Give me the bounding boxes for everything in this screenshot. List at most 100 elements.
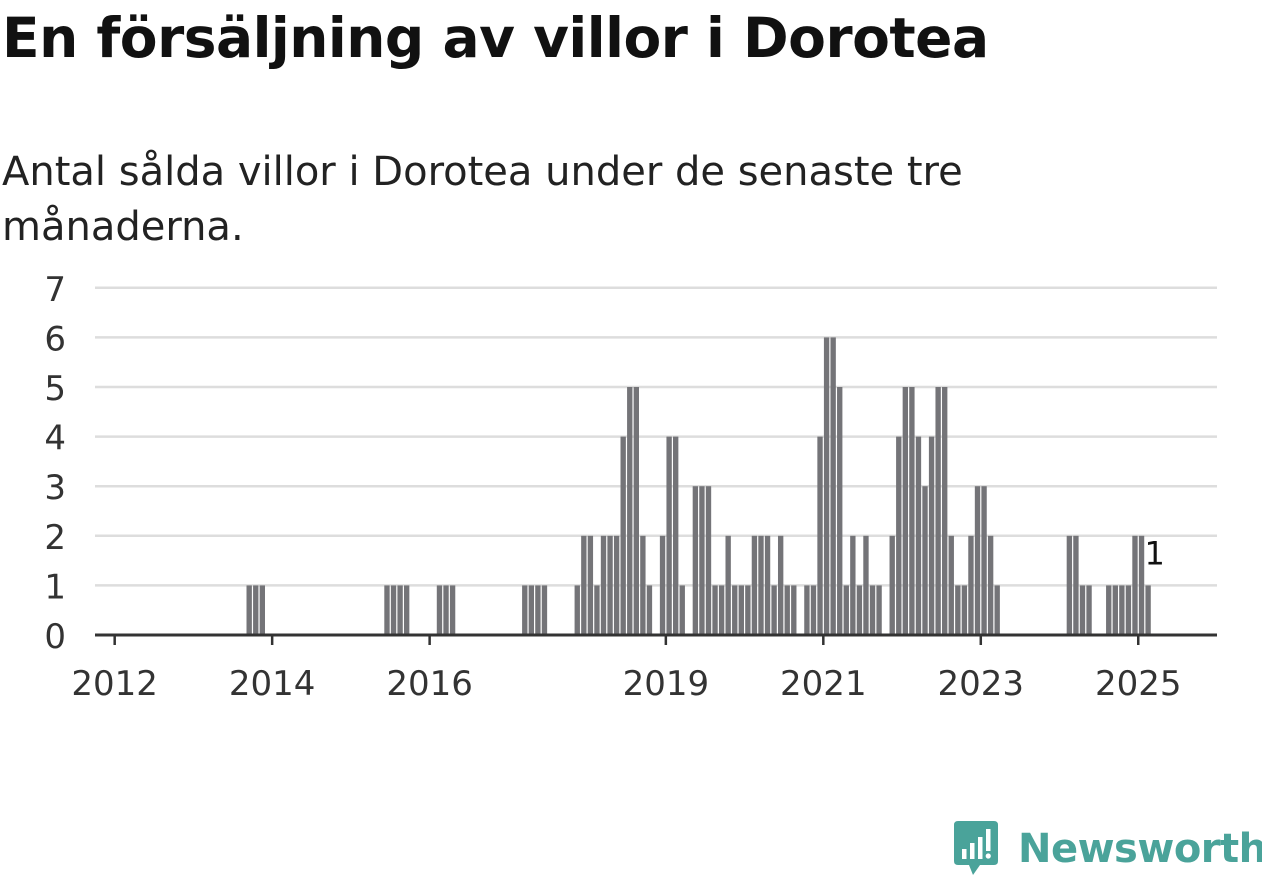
bar xyxy=(666,436,672,635)
bar xyxy=(1138,535,1145,635)
x-tick-label: 2016 xyxy=(386,664,473,704)
bar-chart: 0 1 2 3 4 5 6 7 1 2012 2014 2016 2019 2021 2023 2025 xyxy=(44,270,1217,704)
bar xyxy=(955,585,961,635)
bar xyxy=(607,535,613,635)
bar xyxy=(581,535,587,635)
bar xyxy=(627,387,633,635)
bar xyxy=(384,585,390,635)
bar xyxy=(259,585,265,635)
bar xyxy=(718,585,725,635)
bar xyxy=(863,535,869,635)
x-tick-label: 2014 xyxy=(229,664,316,704)
bar xyxy=(659,535,666,635)
bar xyxy=(390,585,397,635)
bar xyxy=(587,535,594,635)
bar xyxy=(902,387,909,635)
bar xyxy=(909,387,915,635)
bar xyxy=(987,535,994,635)
bar xyxy=(246,585,252,635)
y-tick-label: 2 xyxy=(44,518,66,558)
y-tick-label: 6 xyxy=(44,319,66,359)
bar xyxy=(712,585,718,635)
bar xyxy=(633,387,639,635)
newsworthy-brand[interactable]: Newsworthy xyxy=(950,818,1262,880)
bar xyxy=(1145,585,1151,635)
bar xyxy=(253,585,259,635)
x-tick-label: 2021 xyxy=(780,664,867,704)
bar xyxy=(876,585,882,635)
bar xyxy=(640,535,646,635)
bar xyxy=(764,535,771,635)
bar xyxy=(679,585,685,635)
bar xyxy=(535,585,541,635)
bar xyxy=(823,337,830,635)
bar xyxy=(1112,585,1118,635)
bar xyxy=(1079,585,1086,635)
y-tick-label: 4 xyxy=(44,419,66,459)
bar xyxy=(600,535,607,635)
bar xyxy=(1073,535,1079,635)
bar xyxy=(699,486,705,635)
bar xyxy=(856,585,863,635)
bar xyxy=(692,486,699,635)
bar xyxy=(397,585,403,635)
bar xyxy=(948,535,954,635)
highlight-value-label: 1 xyxy=(1144,534,1164,572)
bar xyxy=(673,436,679,635)
bar xyxy=(758,535,764,635)
y-tick-label: 5 xyxy=(44,369,66,409)
bar xyxy=(784,585,790,635)
bar xyxy=(646,585,653,635)
bar xyxy=(738,585,744,635)
bar xyxy=(850,535,856,635)
bar xyxy=(705,486,712,635)
bar xyxy=(436,585,443,635)
bar xyxy=(928,436,935,635)
bar xyxy=(981,486,987,635)
y-tick-label: 1 xyxy=(44,567,66,607)
bar xyxy=(732,585,738,635)
y-tick-label: 7 xyxy=(44,270,66,310)
bar xyxy=(1132,535,1138,635)
bar xyxy=(751,535,758,635)
bar xyxy=(745,585,751,635)
bar xyxy=(613,535,620,635)
bar xyxy=(968,535,974,635)
bar xyxy=(541,585,548,635)
y-tick-label: 0 xyxy=(44,617,66,657)
bar xyxy=(804,585,810,635)
bar xyxy=(1125,585,1132,635)
bar xyxy=(777,535,784,635)
bar xyxy=(771,585,777,635)
brand-name: Newsworthy xyxy=(1018,826,1262,872)
bar xyxy=(961,585,968,635)
bar xyxy=(922,486,928,635)
bar xyxy=(994,585,1000,635)
bar xyxy=(443,585,449,635)
y-tick-label: 3 xyxy=(44,468,66,508)
bar xyxy=(830,337,836,635)
bar xyxy=(843,585,849,635)
bar xyxy=(528,585,535,635)
bar xyxy=(574,585,580,635)
bar xyxy=(725,535,731,635)
bar xyxy=(942,387,948,635)
bar xyxy=(1119,585,1125,635)
bar xyxy=(594,585,600,635)
bar xyxy=(935,387,941,635)
chart-subtitle: Antal sålda villor i Dorotea under de se… xyxy=(2,149,963,250)
bar xyxy=(817,436,823,635)
bar xyxy=(449,585,456,635)
newsworthy-logo-icon xyxy=(954,821,998,875)
bar xyxy=(915,436,922,635)
bar xyxy=(1106,585,1112,635)
x-tick-label: 2019 xyxy=(623,664,710,704)
bar xyxy=(837,387,843,635)
bar xyxy=(403,585,410,635)
bar xyxy=(889,535,895,635)
bar xyxy=(1066,535,1073,635)
bar xyxy=(974,486,981,635)
bar xyxy=(791,585,797,635)
bar xyxy=(1086,585,1092,635)
x-tick-label: 2023 xyxy=(938,664,1025,704)
